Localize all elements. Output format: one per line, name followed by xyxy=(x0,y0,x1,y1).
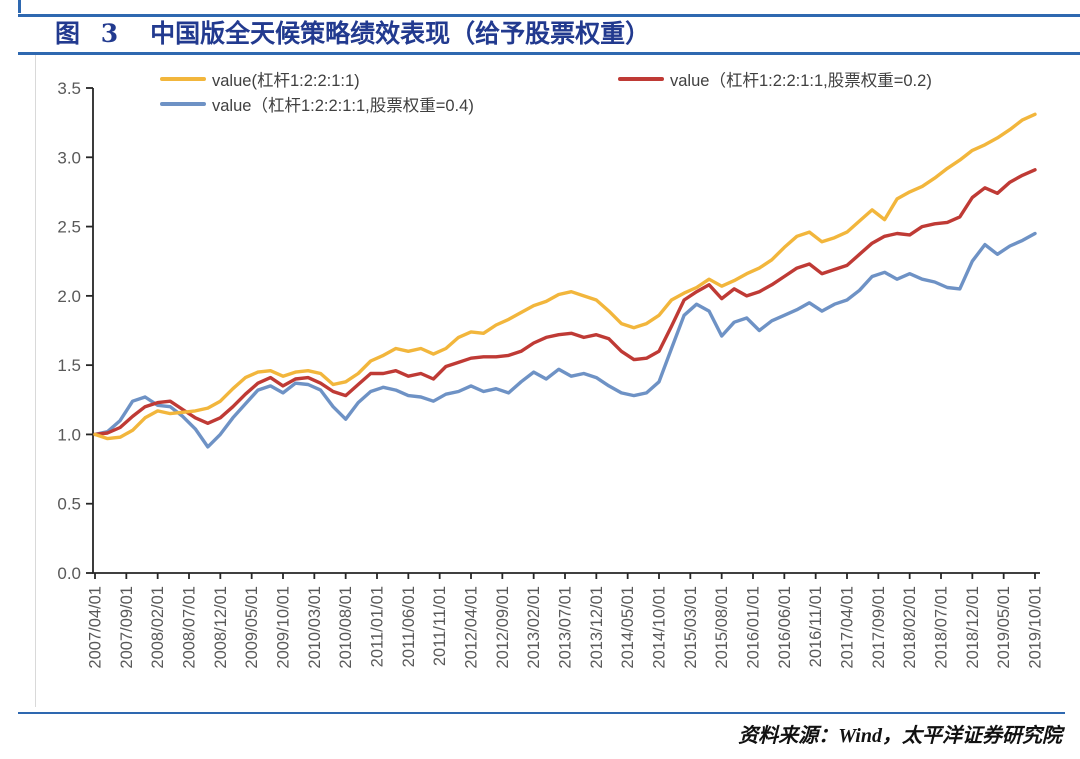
legend-item-stockweight-02: value（杠杆1:2:2:1:1,股票权重=0.2) xyxy=(618,69,932,90)
figure-title-text: 中国版全天候策略绩效表现（给予股票权重） xyxy=(150,19,651,48)
y-tick-label: 1.5 xyxy=(57,356,81,375)
x-tick-label: 2012/09/01 xyxy=(494,586,512,669)
x-tick-label: 2013/12/01 xyxy=(588,586,606,669)
y-tick-label: 2.0 xyxy=(57,287,81,306)
legend-swatch-blue xyxy=(160,102,206,106)
series-line-0 xyxy=(93,112,1037,441)
x-tick-label: 2015/08/01 xyxy=(713,586,731,669)
series-line-2 xyxy=(93,231,1037,449)
x-tick-label: 2016/01/01 xyxy=(745,586,763,669)
legend-label: value（杠杆1:2:2:1:1,股票权重=0.2) xyxy=(670,72,932,90)
y-tick-label: 0.0 xyxy=(57,564,81,583)
x-tick-label: 2018/07/01 xyxy=(933,586,951,669)
x-tick-label: 2007/09/01 xyxy=(118,586,136,669)
x-tick-label: 2018/02/01 xyxy=(901,586,919,669)
x-tick-label: 2018/12/01 xyxy=(964,586,982,669)
legend-label: value（杠杆1:2:2:1:1,股票权重=0.4) xyxy=(212,97,474,115)
x-tick-label: 2011/06/01 xyxy=(400,586,418,667)
x-tick-label: 2010/08/01 xyxy=(337,586,355,669)
y-tick-label: 2.5 xyxy=(57,218,81,237)
x-tick-label: 2011/11/01 xyxy=(431,586,449,666)
x-tick-label: 2017/04/01 xyxy=(839,586,857,669)
y-tick-label: 3.5 xyxy=(57,79,81,98)
x-tick-label: 2007/04/01 xyxy=(87,586,105,669)
legend-item-base-strategy: value(杠杆1:2:2:1:1) xyxy=(160,69,360,90)
x-tick-label: 2008/12/01 xyxy=(212,586,230,669)
chart-frame-left-border xyxy=(35,55,36,707)
series-line-1 xyxy=(93,168,1037,437)
x-tick-label: 2015/03/01 xyxy=(682,586,700,669)
x-tick-label: 2016/06/01 xyxy=(776,586,794,669)
title-top-rule xyxy=(18,14,1080,17)
x-tick-label: 2013/07/01 xyxy=(557,586,575,669)
x-tick-label: 2013/02/01 xyxy=(525,586,543,669)
x-tick-label: 2017/09/01 xyxy=(870,586,888,669)
x-tick-label: 2019/05/01 xyxy=(995,586,1013,669)
x-tick-label: 2008/07/01 xyxy=(181,586,199,669)
x-tick-label: 2012/04/01 xyxy=(463,586,481,669)
x-tick-label: 2019/10/01 xyxy=(1027,586,1045,669)
title-bottom-rule xyxy=(18,52,1080,55)
x-tick-label: 2014/05/01 xyxy=(619,586,637,669)
x-tick-label: 2009/05/01 xyxy=(243,586,261,669)
y-tick-label: 3.0 xyxy=(57,148,81,167)
x-tick-label: 2010/03/01 xyxy=(306,586,324,669)
legend-item-stockweight-04: value（杠杆1:2:2:1:1,股票权重=0.4) xyxy=(160,94,474,115)
y-tick-label: 1.0 xyxy=(57,425,81,444)
x-tick-label: 2011/01/01 xyxy=(369,586,387,667)
footer-rule xyxy=(18,712,1065,714)
legend-swatch-red xyxy=(618,77,664,81)
figure-number: 图 3 xyxy=(55,19,125,48)
x-tick-label: 2016/11/01 xyxy=(807,586,825,667)
y-tick-label: 0.5 xyxy=(57,495,81,514)
x-tick-label: 2008/02/01 xyxy=(149,586,167,669)
x-tick-label: 2009/10/01 xyxy=(275,586,293,669)
figure-title: 图 3 中国版全天候策略绩效表现（给予股票权重） xyxy=(55,19,650,49)
x-tick-label: 2014/10/01 xyxy=(651,586,669,669)
legend-label: value(杠杆1:2:2:1:1) xyxy=(212,72,360,90)
top-left-border-mark xyxy=(18,0,21,13)
data-source-note: 资料来源：Wind，太平洋证券研究院 xyxy=(738,725,1062,747)
axes xyxy=(92,88,1040,574)
legend-swatch-yellow xyxy=(160,77,206,81)
